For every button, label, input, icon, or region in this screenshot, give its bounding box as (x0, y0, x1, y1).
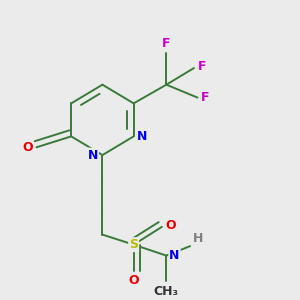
Text: F: F (198, 60, 206, 73)
Text: H: H (193, 232, 203, 245)
Text: N: N (169, 249, 180, 262)
Text: O: O (166, 219, 176, 232)
Text: F: F (162, 37, 171, 50)
Text: O: O (22, 141, 33, 154)
Text: F: F (201, 91, 210, 104)
Text: CH₃: CH₃ (154, 285, 179, 298)
Text: N: N (88, 148, 98, 162)
Text: N: N (137, 130, 148, 143)
Text: S: S (129, 238, 138, 251)
Text: O: O (128, 274, 139, 287)
